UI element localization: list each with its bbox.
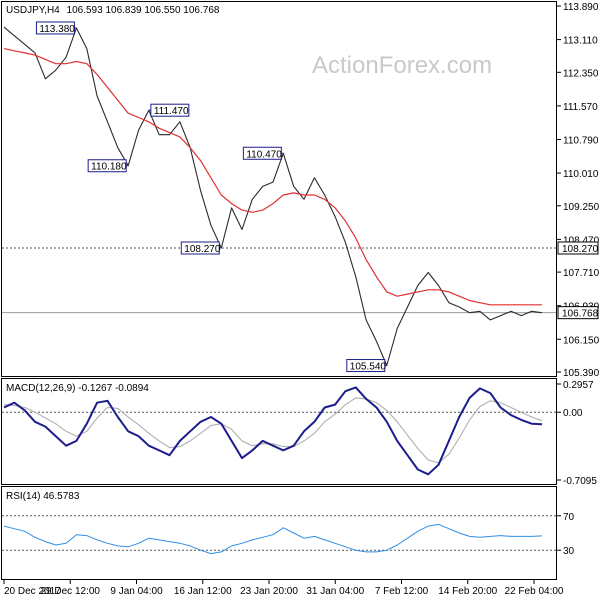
current-price-box bbox=[557, 306, 599, 320]
x-tick-label: 20 Dec 2017 bbox=[4, 586, 61, 597]
price-panel bbox=[1, 1, 557, 377]
x-tick-label: 31 Jan 04:00 bbox=[306, 586, 364, 597]
price-y-tick-label: 111.570 bbox=[563, 102, 598, 113]
macd-signal-line bbox=[3, 397, 543, 464]
annotation-box bbox=[87, 159, 127, 173]
current-price-label: 106.768 bbox=[562, 309, 599, 320]
ohlc-label: 106.593 106.839 106.550 106.768 bbox=[67, 5, 220, 16]
reference-level-box bbox=[557, 241, 599, 255]
series-layer bbox=[3, 26, 543, 555]
price-y-tick-label: 107.710 bbox=[563, 268, 600, 279]
price-header: USDJPY,H4 106.593 106.839 106.550 106.76… bbox=[6, 5, 220, 16]
x-tick-label: 14 Feb 20:00 bbox=[438, 586, 497, 597]
annotation-box bbox=[180, 241, 220, 255]
price-y-tick-label: 113.110 bbox=[563, 36, 598, 47]
price-y-tick-label: 105.390 bbox=[563, 368, 600, 379]
price-y-tick-label: 113.890 bbox=[563, 2, 599, 13]
grid-layer bbox=[2, 247, 556, 551]
annotation-label: 105.540 bbox=[350, 362, 387, 373]
x-tick-label: 29 Dec 12:00 bbox=[41, 586, 101, 597]
rsi-y-tick-label: 30 bbox=[563, 546, 575, 557]
symbol-label: USDJPY,H4 bbox=[6, 5, 60, 16]
macd-title: MACD(12,26,9) -0.1267 -0.0894 bbox=[6, 383, 149, 394]
reference-level-label: 108.270 bbox=[562, 244, 599, 255]
rsi-panel bbox=[1, 486, 557, 580]
rsi-y-tick-label: 70 bbox=[563, 512, 575, 523]
annotation-label: 110.470 bbox=[246, 149, 282, 160]
ma-series-line bbox=[3, 48, 542, 306]
macd-panel bbox=[1, 378, 557, 485]
macd-line bbox=[3, 386, 543, 476]
price-series-line bbox=[3, 26, 543, 367]
axis-layer: 113.890 113.110 112.350 111.570 110.790 110.0… bbox=[3, 2, 600, 597]
rsi-title: RSI(14) 46.5783 bbox=[6, 491, 80, 502]
x-tick-label: 23 Jan 20:00 bbox=[240, 586, 298, 597]
price-y-tick-label: 110.010 bbox=[563, 169, 599, 180]
x-tick-label: 22 Feb 04:00 bbox=[505, 586, 564, 597]
price-y-tick-label: 109.250 bbox=[563, 202, 600, 213]
watermark: ActionForex.com bbox=[312, 52, 492, 79]
annotation-label: 111.470 bbox=[154, 106, 189, 117]
annotation-label: 110.180 bbox=[91, 162, 127, 173]
annotation-box bbox=[35, 21, 75, 35]
macd-y-tick-label: 0.2957 bbox=[563, 380, 594, 391]
annotation-box bbox=[346, 359, 386, 373]
price-y-tick-label: 106.150 bbox=[563, 335, 600, 346]
x-tick-label: 16 Jan 12:00 bbox=[174, 586, 232, 597]
price-y-tick-label: 108.470 bbox=[563, 235, 600, 246]
annotation-label: 113.380 bbox=[39, 24, 75, 35]
macd-y-tick-label: 0.00 bbox=[563, 408, 583, 419]
x-tick-label: 9 Jan 04:00 bbox=[110, 586, 163, 597]
price-y-tick-label: 110.790 bbox=[563, 135, 599, 146]
annotation-box bbox=[150, 103, 190, 117]
annotation-box bbox=[242, 146, 282, 160]
price-y-tick-label: 112.350 bbox=[563, 68, 599, 79]
annotation-label: 108.270 bbox=[184, 244, 221, 255]
macd-y-tick-label: -0.7095 bbox=[563, 476, 597, 487]
annotation-layer: 113.380 111.470 110.180 110.470 108.270 105.5… bbox=[35, 21, 387, 373]
x-tick-label: 7 Feb 12:00 bbox=[375, 586, 429, 597]
rsi-line bbox=[3, 523, 543, 555]
